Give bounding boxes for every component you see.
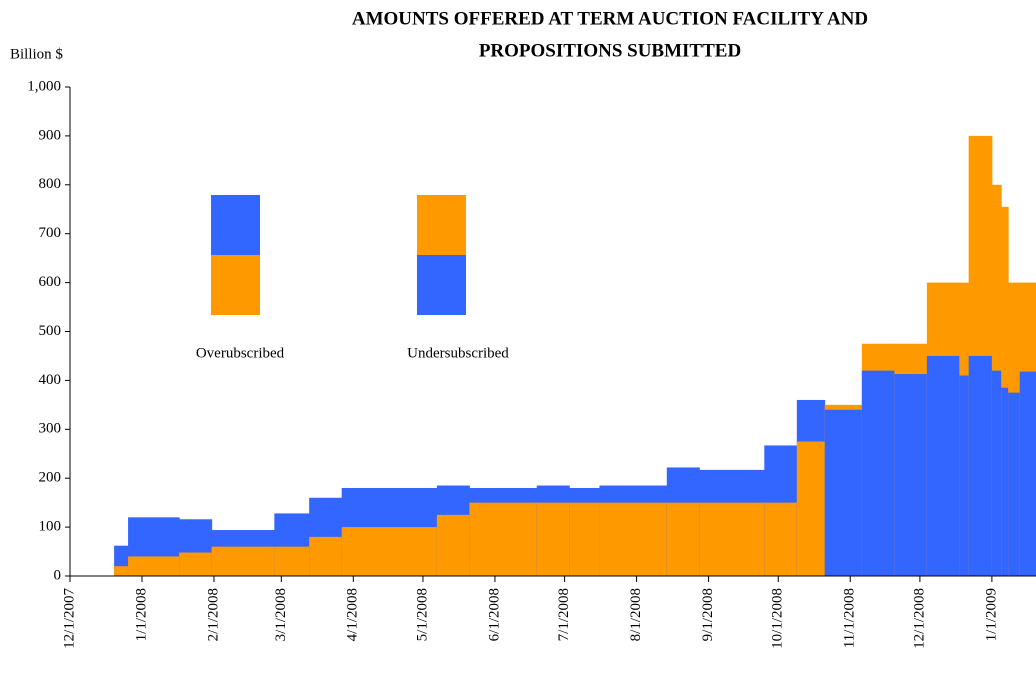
area-step <box>536 502 570 576</box>
area-step <box>991 370 1002 576</box>
area-step <box>796 441 826 576</box>
area-step <box>469 502 538 576</box>
area-step <box>179 552 213 576</box>
y-tick-label: 100 <box>39 519 62 535</box>
legend-swatch <box>417 255 466 315</box>
area-step <box>309 536 343 576</box>
area-step <box>436 514 470 576</box>
area-step <box>824 409 863 576</box>
y-tick-label: 600 <box>39 274 62 290</box>
y-axis-label: Billion $ <box>10 46 63 62</box>
area-step <box>861 370 895 576</box>
x-tick-label: 9/1/2008 <box>700 588 716 641</box>
x-tick-label: 1/1/2009 <box>983 588 999 641</box>
x-tick-label: 2/1/2008 <box>205 588 221 641</box>
legend-label: Overubscribed <box>196 345 285 361</box>
y-tick-label: 700 <box>39 225 62 241</box>
x-tick-label: 5/1/2008 <box>414 588 430 641</box>
area-step <box>926 355 960 576</box>
area-step <box>128 556 180 576</box>
x-tick-label: 12/1/2007 <box>61 588 77 649</box>
area-step <box>666 502 700 576</box>
y-tick-label: 900 <box>39 127 62 143</box>
y-tick-label: 800 <box>39 176 62 192</box>
chart-title: AMOUNTS OFFERED AT TERM AUCTION FACILITY… <box>352 8 868 29</box>
y-tick-label: 400 <box>39 372 62 388</box>
area-step <box>569 502 600 576</box>
y-tick-label: 300 <box>39 421 62 437</box>
legend-swatch <box>417 195 466 255</box>
legend-swatch <box>211 255 260 315</box>
area-step <box>1008 392 1021 576</box>
x-tick-label: 7/1/2008 <box>556 588 572 641</box>
x-tick-label: 6/1/2008 <box>486 588 502 641</box>
legend-swatch <box>211 195 260 255</box>
area-step <box>211 546 275 576</box>
area-step <box>968 355 993 576</box>
y-tick-label: 1,000 <box>27 78 61 94</box>
area-step <box>959 375 970 576</box>
area-step <box>274 546 310 576</box>
x-tick-label: 4/1/2008 <box>345 588 361 641</box>
chart-title: PROPOSITIONS SUBMITTED <box>479 40 741 61</box>
x-tick-label: 10/1/2008 <box>770 588 786 649</box>
area-step <box>764 502 798 576</box>
x-tick-label: 11/1/2008 <box>842 588 858 648</box>
area-step <box>894 374 928 576</box>
x-tick-label: 8/1/2008 <box>628 588 644 641</box>
x-tick-label: 1/1/2008 <box>133 588 149 641</box>
legend-label: Undersubscribed <box>407 345 509 361</box>
area-step <box>114 566 129 576</box>
y-tick-label: 0 <box>54 567 62 583</box>
y-tick-label: 500 <box>39 323 62 339</box>
y-tick-label: 200 <box>39 470 62 486</box>
area-step <box>699 502 765 576</box>
x-tick-label: 12/1/2008 <box>911 588 927 649</box>
area-step <box>1001 387 1009 576</box>
area-step <box>341 527 438 576</box>
area-step <box>1019 371 1036 576</box>
x-tick-label: 3/1/2008 <box>273 588 289 641</box>
area-step <box>599 502 668 576</box>
